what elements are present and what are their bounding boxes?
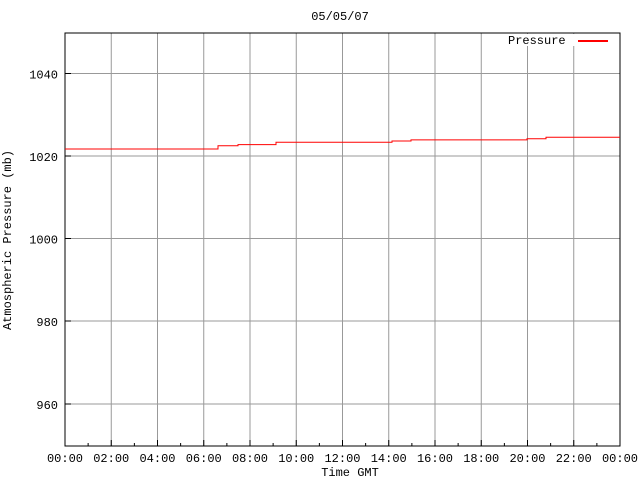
svg-text:18:00: 18:00 [463,452,499,466]
svg-text:1000: 1000 [29,234,58,248]
svg-text:Atmospheric Pressure (mb): Atmospheric Pressure (mb) [1,150,15,330]
svg-text:12:00: 12:00 [324,452,360,466]
svg-text:16:00: 16:00 [417,452,453,466]
svg-text:Pressure: Pressure [508,34,566,48]
svg-text:08:00: 08:00 [232,452,268,466]
svg-text:22:00: 22:00 [556,452,592,466]
svg-text:00:00: 00:00 [602,452,638,466]
svg-text:20:00: 20:00 [509,452,545,466]
svg-text:04:00: 04:00 [139,452,175,466]
svg-text:960: 960 [36,399,58,413]
svg-text:05/05/07: 05/05/07 [311,10,369,24]
svg-text:10:00: 10:00 [278,452,314,466]
svg-text:00:00: 00:00 [47,452,83,466]
svg-text:1040: 1040 [29,69,58,83]
svg-text:02:00: 02:00 [93,452,129,466]
svg-text:Time GMT: Time GMT [321,466,379,480]
svg-text:980: 980 [36,316,58,330]
svg-text:14:00: 14:00 [371,452,407,466]
svg-text:06:00: 06:00 [186,452,222,466]
svg-text:1020: 1020 [29,151,58,165]
